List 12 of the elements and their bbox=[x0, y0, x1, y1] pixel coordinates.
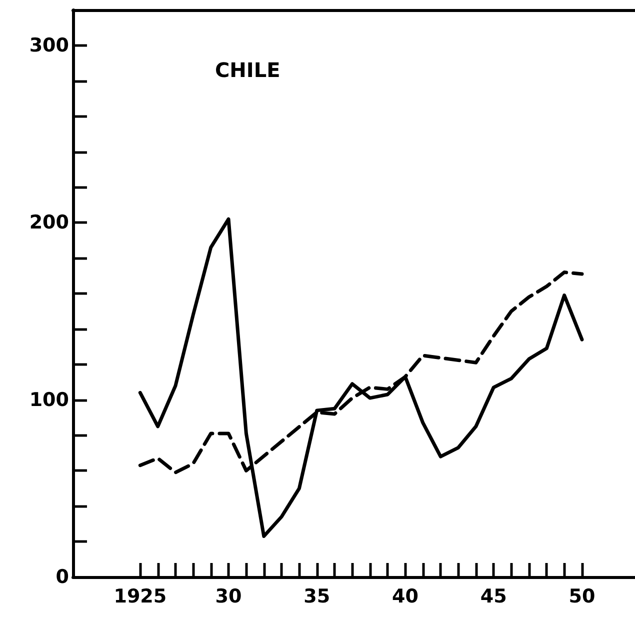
x-tick-label: 45 bbox=[480, 586, 507, 608]
x-tick-label: 50 bbox=[568, 586, 596, 608]
x-tick-label: 40 bbox=[392, 586, 418, 608]
x-tick-label: 35 bbox=[304, 586, 330, 608]
y-tick-label: 200 bbox=[29, 212, 69, 234]
y-tick-label: 0 bbox=[56, 566, 69, 588]
x-tick-label: 1925 bbox=[114, 586, 167, 608]
x-tick-label: 30 bbox=[215, 586, 242, 608]
y-tick-label: 100 bbox=[29, 388, 69, 411]
line-series bbox=[138, 217, 584, 538]
y-tick-label: 300 bbox=[29, 34, 69, 56]
text: CHILE bbox=[215, 58, 280, 82]
